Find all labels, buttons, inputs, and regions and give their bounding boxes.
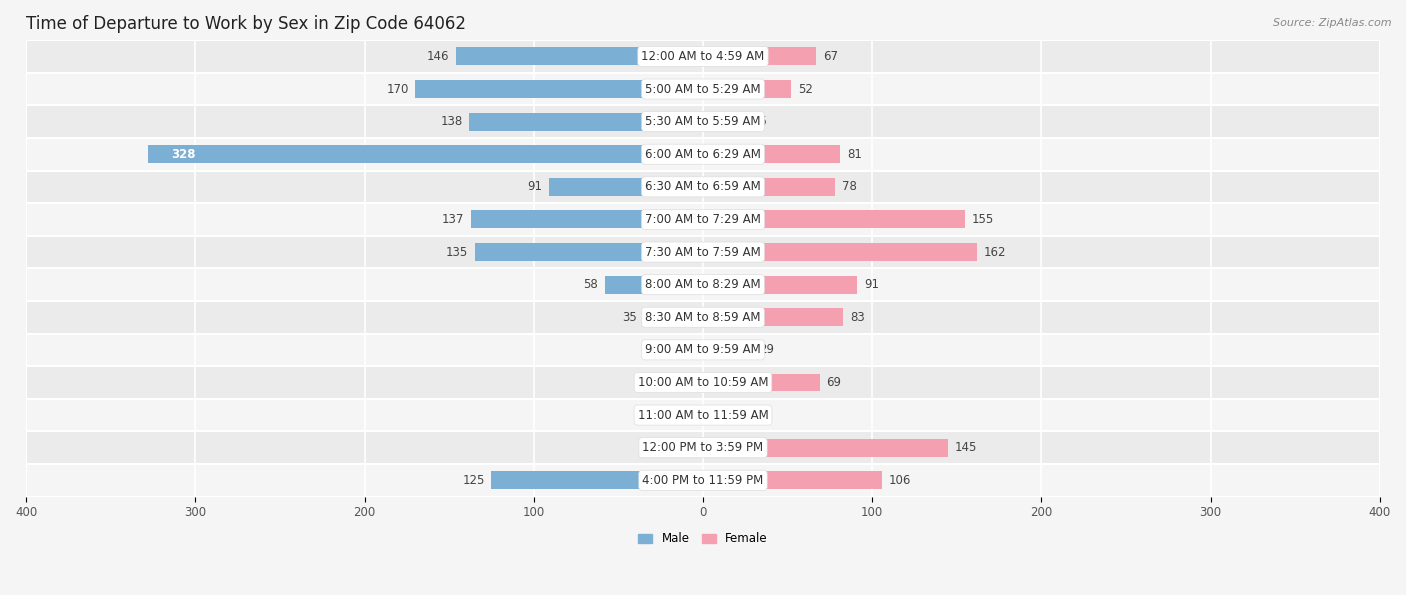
- Bar: [27, 431, 1379, 464]
- Bar: [703, 48, 817, 65]
- Text: 137: 137: [441, 213, 464, 226]
- Text: 12:00 PM to 3:59 PM: 12:00 PM to 3:59 PM: [643, 441, 763, 454]
- Bar: [644, 308, 703, 326]
- Text: 8: 8: [675, 441, 683, 454]
- Bar: [27, 40, 1379, 73]
- Bar: [415, 80, 703, 98]
- Text: 83: 83: [851, 311, 865, 324]
- Bar: [689, 439, 703, 456]
- Text: 0: 0: [689, 376, 696, 389]
- Bar: [27, 366, 1379, 399]
- Bar: [456, 48, 703, 65]
- Bar: [703, 145, 839, 163]
- Text: 4:00 PM to 11:59 PM: 4:00 PM to 11:59 PM: [643, 474, 763, 487]
- Bar: [703, 275, 858, 293]
- Text: 8:00 AM to 8:29 AM: 8:00 AM to 8:29 AM: [645, 278, 761, 291]
- Text: 9:00 AM to 9:59 AM: 9:00 AM to 9:59 AM: [645, 343, 761, 356]
- Text: 25: 25: [752, 115, 766, 128]
- Bar: [471, 211, 703, 228]
- Text: 7: 7: [676, 409, 685, 422]
- Bar: [27, 203, 1379, 236]
- Bar: [27, 268, 1379, 301]
- Text: 10:00 AM to 10:59 AM: 10:00 AM to 10:59 AM: [638, 376, 768, 389]
- Bar: [492, 471, 703, 489]
- Text: 5:00 AM to 5:29 AM: 5:00 AM to 5:29 AM: [645, 83, 761, 96]
- Text: Time of Departure to Work by Sex in Zip Code 64062: Time of Departure to Work by Sex in Zip …: [27, 15, 467, 33]
- Text: 52: 52: [797, 83, 813, 96]
- Text: 11:00 AM to 11:59 AM: 11:00 AM to 11:59 AM: [638, 409, 768, 422]
- Bar: [703, 308, 844, 326]
- Bar: [703, 439, 949, 456]
- Bar: [27, 105, 1379, 138]
- Text: 7:30 AM to 7:59 AM: 7:30 AM to 7:59 AM: [645, 246, 761, 259]
- Text: 91: 91: [863, 278, 879, 291]
- Bar: [475, 243, 703, 261]
- Text: 162: 162: [984, 246, 1007, 259]
- Text: 58: 58: [583, 278, 598, 291]
- Text: 6: 6: [720, 409, 727, 422]
- Text: 7:00 AM to 7:29 AM: 7:00 AM to 7:29 AM: [645, 213, 761, 226]
- Bar: [27, 236, 1379, 268]
- Bar: [148, 145, 703, 163]
- Text: 135: 135: [446, 246, 468, 259]
- Bar: [548, 178, 703, 196]
- Text: 67: 67: [823, 50, 838, 63]
- Bar: [703, 374, 820, 392]
- Text: 170: 170: [387, 83, 409, 96]
- Text: Source: ZipAtlas.com: Source: ZipAtlas.com: [1274, 18, 1392, 28]
- Text: 5:30 AM to 5:59 AM: 5:30 AM to 5:59 AM: [645, 115, 761, 128]
- Bar: [703, 80, 792, 98]
- Text: 155: 155: [972, 213, 994, 226]
- Bar: [27, 399, 1379, 431]
- Bar: [703, 178, 835, 196]
- Text: 29: 29: [759, 343, 773, 356]
- Text: 6:30 AM to 6:59 AM: 6:30 AM to 6:59 AM: [645, 180, 761, 193]
- Legend: Male, Female: Male, Female: [634, 528, 772, 550]
- Text: 106: 106: [889, 474, 911, 487]
- Text: 146: 146: [426, 50, 449, 63]
- Text: 78: 78: [842, 180, 856, 193]
- Text: 8:30 AM to 8:59 AM: 8:30 AM to 8:59 AM: [645, 311, 761, 324]
- Bar: [27, 464, 1379, 497]
- Text: 91: 91: [527, 180, 543, 193]
- Text: 19: 19: [650, 343, 664, 356]
- Bar: [692, 406, 703, 424]
- Bar: [27, 73, 1379, 105]
- Bar: [703, 211, 966, 228]
- Bar: [27, 334, 1379, 366]
- Bar: [671, 341, 703, 359]
- Text: 328: 328: [172, 148, 197, 161]
- Bar: [605, 275, 703, 293]
- Bar: [703, 471, 883, 489]
- Text: 138: 138: [440, 115, 463, 128]
- Bar: [27, 301, 1379, 334]
- Bar: [470, 112, 703, 130]
- Bar: [27, 138, 1379, 171]
- Bar: [27, 171, 1379, 203]
- Bar: [703, 243, 977, 261]
- Text: 81: 81: [846, 148, 862, 161]
- Text: 125: 125: [463, 474, 485, 487]
- Text: 35: 35: [623, 311, 637, 324]
- Bar: [703, 112, 745, 130]
- Bar: [703, 341, 752, 359]
- Bar: [703, 406, 713, 424]
- Text: 12:00 AM to 4:59 AM: 12:00 AM to 4:59 AM: [641, 50, 765, 63]
- Text: 6:00 AM to 6:29 AM: 6:00 AM to 6:29 AM: [645, 148, 761, 161]
- Text: 145: 145: [955, 441, 977, 454]
- Text: 69: 69: [827, 376, 842, 389]
